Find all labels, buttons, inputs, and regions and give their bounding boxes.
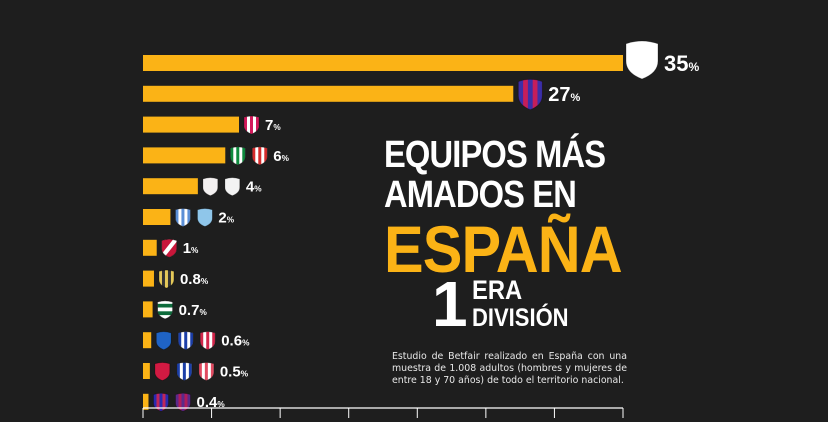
red-white-diagonal-shield-icon xyxy=(161,238,178,258)
percent-sign: % xyxy=(191,246,199,255)
blue-white-striped-shield-icon xyxy=(177,331,194,351)
percent-sign: % xyxy=(201,277,209,286)
blue-red-shield-icon xyxy=(153,392,169,412)
bar-row: 0.6% xyxy=(143,331,250,351)
white-shield-icon xyxy=(625,40,659,80)
red-white-striped-shield-icon xyxy=(243,115,260,135)
percent-sign: % xyxy=(227,215,235,224)
bar-row: 6% xyxy=(143,146,290,166)
percent-sign: % xyxy=(282,154,290,163)
bar xyxy=(143,301,153,318)
percent-sign: % xyxy=(242,339,250,348)
red-shield-icon xyxy=(154,362,171,381)
bar-row: 0.5% xyxy=(143,362,249,381)
bar xyxy=(143,270,154,287)
percent-sign: % xyxy=(199,308,207,317)
value-number: 0.6 xyxy=(221,333,242,350)
white-shield-icon xyxy=(202,177,219,197)
value-number: 27 xyxy=(548,84,570,106)
title-line-1: EQUIPOS MÁS xyxy=(384,134,606,176)
bar-row: 27% xyxy=(143,79,581,111)
division-number: 1 xyxy=(432,268,468,340)
red-white-striped-shield-icon xyxy=(198,362,215,381)
red-white-striped-shield-icon xyxy=(251,146,268,166)
bar xyxy=(143,209,171,225)
value-number: 6 xyxy=(273,148,281,165)
bar xyxy=(143,239,157,256)
blue-shield-icon xyxy=(155,331,172,351)
bar xyxy=(143,147,226,164)
value-label: 4% xyxy=(246,179,262,196)
blue-white-striped-shield-icon xyxy=(176,362,193,381)
division-name: DIVISIÓN xyxy=(472,304,569,332)
percent-sign: % xyxy=(688,60,699,74)
value-label: 7% xyxy=(265,117,281,134)
bar xyxy=(143,55,623,71)
bar-row: 35% xyxy=(143,40,699,80)
value-label: 0.8% xyxy=(180,271,209,288)
value-label: 1% xyxy=(183,240,199,257)
value-number: 0.4 xyxy=(196,394,218,411)
value-number: 35 xyxy=(664,51,688,76)
red-white-striped-shield-icon xyxy=(199,331,216,351)
division-suffix: ERA xyxy=(472,275,523,305)
value-label: 2% xyxy=(218,209,234,226)
value-number: 2 xyxy=(218,209,226,226)
bar-row: 4% xyxy=(143,177,262,197)
yellow-black-striped-shield-icon xyxy=(158,269,175,289)
bar xyxy=(143,116,239,133)
percent-sign: % xyxy=(254,185,262,194)
bar xyxy=(143,332,152,349)
percent-sign: % xyxy=(241,369,249,378)
bar-row: 0.4% xyxy=(143,392,225,412)
percent-sign: % xyxy=(273,123,281,132)
study-footnote: Estudio de Betfair realizado en España c… xyxy=(392,351,627,386)
bar-row: 2% xyxy=(143,208,235,227)
value-number: 1 xyxy=(183,240,191,257)
sky-blue-white-striped-shield-icon xyxy=(175,208,191,227)
title-line-2: AMADOS EN xyxy=(384,174,577,216)
bar xyxy=(143,363,150,379)
value-number: 0.7 xyxy=(179,302,200,319)
x-axis xyxy=(142,407,624,418)
bar-row: 0.7% xyxy=(143,300,208,320)
bar-row: 1% xyxy=(143,238,199,258)
sky-blue-shield-icon xyxy=(197,208,213,227)
green-white-striped-shield-icon xyxy=(229,146,246,166)
value-label: 35% xyxy=(664,51,699,76)
value-label: 0.4% xyxy=(196,394,225,411)
value-label: 6% xyxy=(273,148,289,165)
blaugrana-shield-icon xyxy=(517,79,543,111)
value-label: 0.6% xyxy=(221,333,250,350)
value-number: 7 xyxy=(265,117,273,134)
value-number: 0.8 xyxy=(180,271,201,288)
green-white-hooped-shield-icon xyxy=(157,300,173,320)
value-number: 0.5 xyxy=(220,363,241,380)
bar-row: 7% xyxy=(143,115,281,135)
percent-sign: % xyxy=(571,92,581,104)
value-number: 4 xyxy=(246,179,255,196)
percent-sign: % xyxy=(217,400,225,409)
title-country: ESPAÑA xyxy=(384,212,623,286)
value-label: 0.7% xyxy=(179,302,208,319)
bar xyxy=(143,393,149,410)
white-shield-icon xyxy=(224,177,241,197)
value-label: 27% xyxy=(548,84,580,106)
bar xyxy=(143,85,514,102)
bar-row: 0.8% xyxy=(143,269,209,289)
value-label: 0.5% xyxy=(220,363,249,380)
bar xyxy=(143,178,198,195)
bars-group: 35%27%7%6%4%2%1%0.8%0.7%0.6%0.5%0.4% xyxy=(143,40,699,412)
